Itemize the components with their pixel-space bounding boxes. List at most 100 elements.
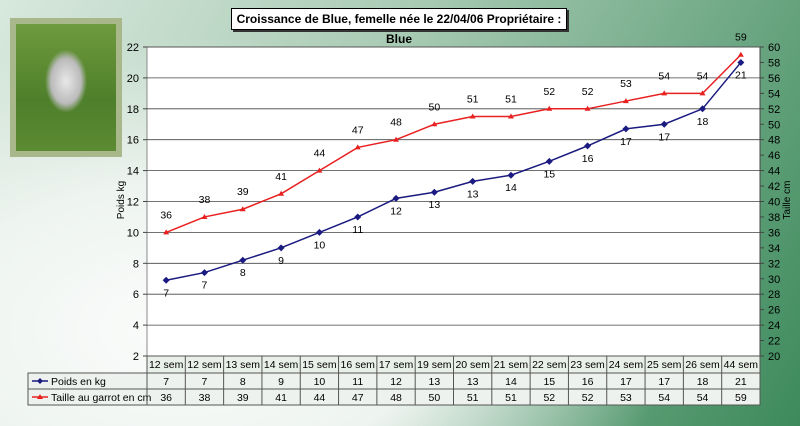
y-tick-label: 12 <box>127 197 139 209</box>
y2-tick-label: 38 <box>768 212 780 224</box>
data-point <box>354 144 361 150</box>
data-point <box>469 113 476 119</box>
table-cell: 51 <box>467 392 479 404</box>
table-cell: 7 <box>202 376 208 388</box>
series-line-1 <box>165 54 742 234</box>
y2-axis-label: Taille cm <box>782 181 793 220</box>
legend-label: Poids en kg <box>51 376 106 388</box>
data-label: 17 <box>620 136 632 148</box>
category-label: 24 sem <box>609 359 644 371</box>
data-label: 36 <box>160 209 172 221</box>
data-label: 44 <box>314 148 326 160</box>
table-cell: 48 <box>390 392 402 404</box>
y-tick-label: 8 <box>133 258 139 270</box>
data-label: 14 <box>505 182 517 194</box>
table-cell: 54 <box>697 392 709 404</box>
table-cell: 21 <box>735 376 747 388</box>
data-point <box>430 188 438 196</box>
data-point <box>699 90 706 96</box>
data-label: 16 <box>582 153 594 165</box>
data-point <box>545 157 553 165</box>
data-point <box>622 98 629 104</box>
category-label: 19 sem <box>417 359 452 371</box>
data-point <box>661 90 668 96</box>
y2-tick-label: 28 <box>768 289 780 301</box>
y2-tick-label: 40 <box>768 197 780 209</box>
data-label: 21 <box>735 69 747 81</box>
table-cell: 9 <box>278 376 284 388</box>
category-label: 20 sem <box>455 359 490 371</box>
y2-tick-label: 24 <box>768 320 780 332</box>
data-point <box>546 105 553 111</box>
data-label: 10 <box>314 239 326 251</box>
data-label: 17 <box>658 131 670 143</box>
category-label: 26 sem <box>685 359 720 371</box>
data-label: 54 <box>697 70 709 82</box>
data-label: 7 <box>163 287 169 299</box>
data-point <box>239 206 246 212</box>
y2-tick-label: 42 <box>768 181 780 193</box>
table-cell: 59 <box>735 392 747 404</box>
data-label: 18 <box>697 116 709 128</box>
y2-tick-label: 44 <box>768 166 780 178</box>
data-point <box>315 228 323 236</box>
data-point <box>278 190 285 196</box>
data-label: 48 <box>390 117 402 129</box>
data-label: 13 <box>429 199 441 211</box>
table-cell: 11 <box>352 376 363 388</box>
y-tick-label: 10 <box>127 227 139 239</box>
y2-tick-label: 50 <box>768 119 780 131</box>
data-point <box>200 269 208 277</box>
data-label: 15 <box>543 168 555 180</box>
y2-tick-label: 32 <box>768 258 780 270</box>
table-cell: 17 <box>658 376 670 388</box>
category-label: 23 sem <box>570 359 605 371</box>
table-cell: 50 <box>429 392 441 404</box>
data-point <box>622 125 630 133</box>
y-tick-label: 22 <box>127 42 139 54</box>
data-point <box>354 213 362 221</box>
y2-tick-label: 56 <box>768 73 780 85</box>
y2-tick-label: 22 <box>768 336 780 348</box>
y2-tick-label: 30 <box>768 274 780 286</box>
category-label: 44 sem <box>724 359 759 371</box>
y2-tick-label: 54 <box>768 88 780 100</box>
y-tick-label: 4 <box>133 320 139 332</box>
category-label: 17 sem <box>379 359 414 371</box>
legend-diamond-icon <box>37 378 43 384</box>
table-cell: 18 <box>697 376 709 388</box>
y-tick-label: 20 <box>127 73 139 85</box>
category-label: 25 sem <box>647 359 682 371</box>
y-tick-label: 6 <box>133 289 139 301</box>
category-label: 21 sem <box>494 359 529 371</box>
table-cell: 41 <box>275 392 287 404</box>
dog-photo <box>10 18 122 157</box>
category-label: 16 sem <box>341 359 376 371</box>
y2-tick-label: 58 <box>768 57 780 69</box>
table-cell: 54 <box>658 392 670 404</box>
data-point <box>507 113 514 119</box>
table-cell: 51 <box>505 392 517 404</box>
data-point <box>239 256 247 264</box>
y-tick-label: 14 <box>127 166 139 178</box>
category-label: 12 sem <box>187 359 222 371</box>
data-label: 7 <box>202 280 208 292</box>
table-cell: 17 <box>620 376 632 388</box>
data-label: 59 <box>735 32 747 44</box>
table-cell: 14 <box>505 376 517 388</box>
table-cell: 13 <box>429 376 441 388</box>
data-point <box>737 58 745 66</box>
data-label: 38 <box>199 194 211 206</box>
data-point <box>162 276 170 284</box>
y-tick-label: 2 <box>133 351 139 363</box>
data-point <box>584 105 591 111</box>
table-cell: 38 <box>199 392 211 404</box>
y-tick-label: 16 <box>127 135 139 147</box>
data-point <box>431 121 438 127</box>
data-point <box>393 136 400 142</box>
category-label: 12 sem <box>149 359 184 371</box>
y2-tick-label: 20 <box>768 351 780 363</box>
y-axis-label: Poids kg <box>116 181 127 219</box>
y2-tick-label: 34 <box>768 243 780 255</box>
